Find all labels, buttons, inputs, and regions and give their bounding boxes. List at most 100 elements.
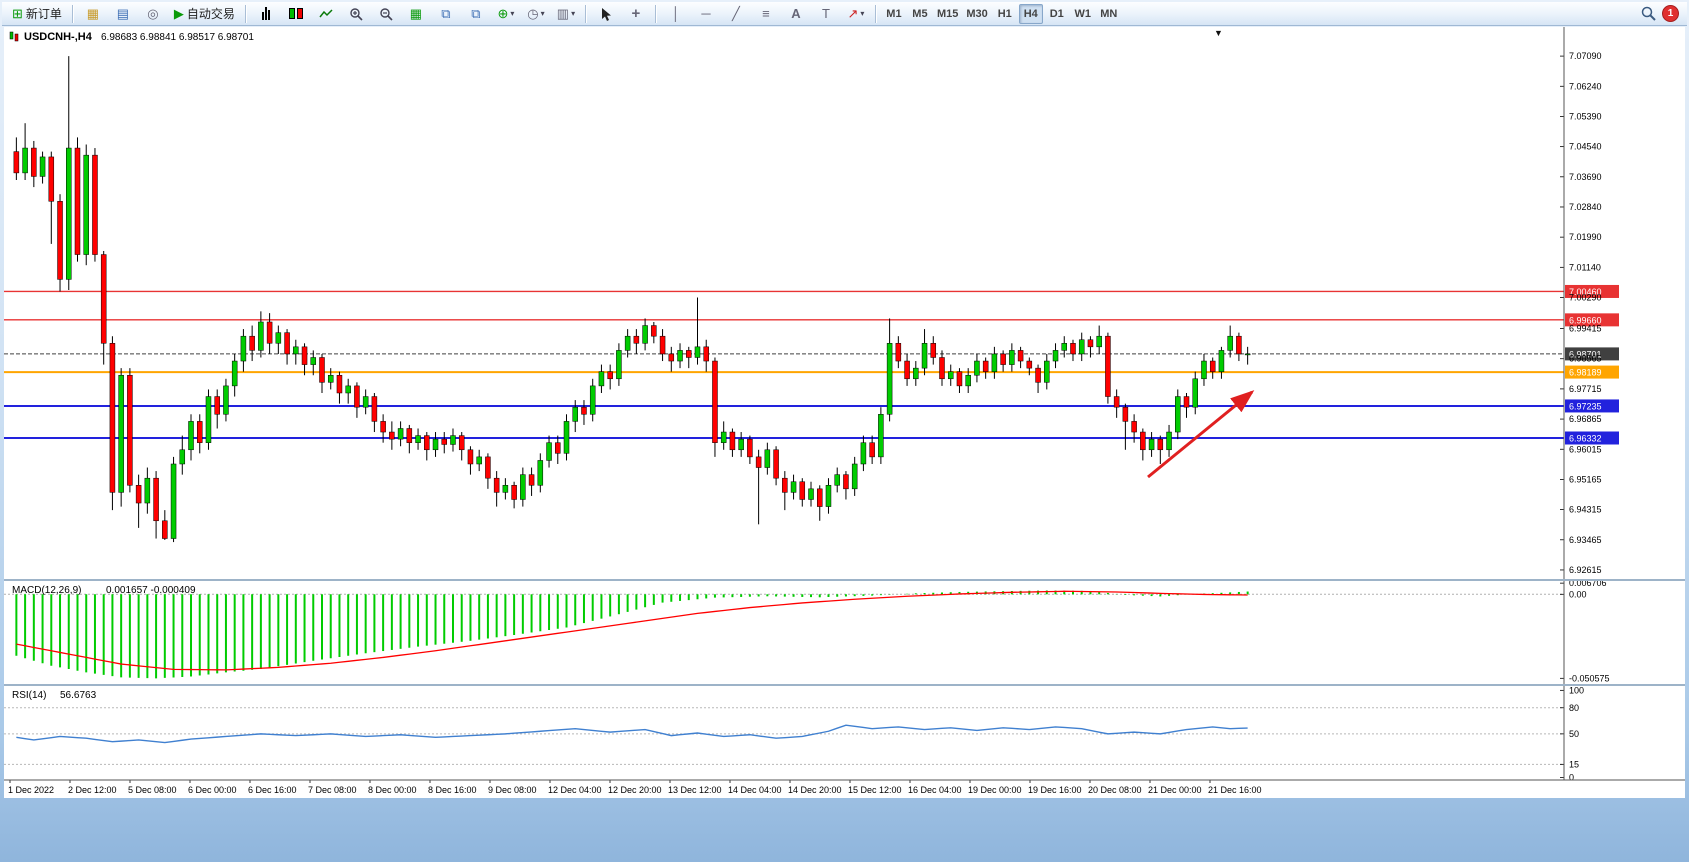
svg-text:16 Dec 04:00: 16 Dec 04:00 xyxy=(908,785,962,795)
svg-text:13 Dec 12:00: 13 Dec 12:00 xyxy=(668,785,722,795)
svg-text:21 Dec 16:00: 21 Dec 16:00 xyxy=(1208,785,1262,795)
svg-text:6.94315: 6.94315 xyxy=(1569,505,1602,515)
svg-text:7.04540: 7.04540 xyxy=(1569,142,1602,152)
tab-timeframe-m15[interactable]: M15 xyxy=(934,4,961,24)
svg-text:7.02840: 7.02840 xyxy=(1569,202,1602,212)
arrow-tool-icon: ↗ xyxy=(847,6,859,21)
templates-button[interactable]: ▥ ▾ xyxy=(552,3,580,25)
toolbar-right-group: 1 xyxy=(1641,5,1683,22)
chart-canvas[interactable]: 7.00460 6.99660 6.98701 6.98189 6.97235 6.963… xyxy=(4,27,1685,798)
svg-text:80: 80 xyxy=(1569,703,1579,713)
trendline-icon: ╱ xyxy=(732,6,740,21)
rsi-pane-resize-handle[interactable] xyxy=(4,684,1685,686)
candlestick-chart-button[interactable] xyxy=(282,3,310,25)
clock-icon: ◷ xyxy=(527,6,539,21)
label-tool-icon: T xyxy=(821,6,830,21)
horizontal-level-lines[interactable] xyxy=(4,290,1564,440)
tab-timeframe-m5[interactable]: M5 xyxy=(908,4,932,24)
tab-timeframe-h4[interactable]: H4 xyxy=(1018,3,1043,24)
svg-text:21 Dec 00:00: 21 Dec 00:00 xyxy=(1148,785,1202,795)
svg-text:100: 100 xyxy=(1569,685,1584,695)
bar-chart-icon xyxy=(262,7,270,20)
tab-timeframe-mn[interactable]: MN xyxy=(1097,4,1121,24)
time-axis[interactable]: 1 Dec 2022 2 Dec 12:00 5 Dec 08:00 6 Dec 00… xyxy=(8,780,1262,795)
period-button[interactable]: ◷ ▾ xyxy=(522,3,550,25)
toolbar-separator xyxy=(874,4,877,23)
fibonacci-icon: ≡ xyxy=(762,6,770,21)
profiles-button[interactable]: ▦ xyxy=(79,3,107,25)
svg-text:7.01990: 7.01990 xyxy=(1569,232,1602,242)
chart-menu-arrow-icon[interactable]: ▼ xyxy=(1214,28,1223,38)
vertical-line-tool-button[interactable]: │ xyxy=(662,3,690,25)
cursor-button[interactable] xyxy=(592,3,620,25)
svg-text:50: 50 xyxy=(1569,729,1579,739)
svg-text:0: 0 xyxy=(1569,772,1574,782)
autotrading-label: 自动交易 xyxy=(186,7,235,21)
new-order-button[interactable]: ⊞ 新订单 xyxy=(7,3,67,25)
svg-text:7.05390: 7.05390 xyxy=(1569,111,1602,121)
svg-text:6.93465: 6.93465 xyxy=(1569,535,1602,545)
window-icon: ⧉ xyxy=(471,6,481,21)
zoom-out-icon xyxy=(380,7,393,21)
svg-text:6.98701: 6.98701 xyxy=(1569,349,1602,359)
annotation-arrow[interactable] xyxy=(1147,390,1255,479)
crosshair-icon: + xyxy=(631,5,641,22)
macd-pane-resize-handle[interactable] xyxy=(4,579,1685,581)
zoom-in-button[interactable] xyxy=(342,3,370,25)
crosshair-button[interactable]: + xyxy=(622,3,650,25)
profiles-icon: ▦ xyxy=(86,6,100,21)
svg-text:9 Dec 08:00: 9 Dec 08:00 xyxy=(488,785,537,795)
notification-badge[interactable]: 1 xyxy=(1662,5,1679,22)
horizontal-line-tool-button[interactable]: ─ xyxy=(692,3,720,25)
tab-timeframe-d1[interactable]: D1 xyxy=(1045,4,1069,24)
text-tool-button[interactable]: A xyxy=(782,3,810,25)
text-tool-icon: A xyxy=(791,6,801,21)
bar-chart-button[interactable] xyxy=(252,3,280,25)
new-chart-button[interactable]: ⊕ ▾ xyxy=(492,3,520,25)
tile-windows-button[interactable]: ▦ xyxy=(402,3,430,25)
svg-text:19 Dec 16:00: 19 Dec 16:00 xyxy=(1028,785,1082,795)
svg-text:1 Dec 2022: 1 Dec 2022 xyxy=(8,785,54,795)
svg-text:7 Dec 08:00: 7 Dec 08:00 xyxy=(308,785,357,795)
svg-text:19 Dec 00:00: 19 Dec 00:00 xyxy=(968,785,1022,795)
svg-text:8 Dec 16:00: 8 Dec 16:00 xyxy=(428,785,477,795)
svg-text:6.96865: 6.96865 xyxy=(1569,414,1602,424)
search-icon[interactable] xyxy=(1641,6,1656,21)
tab-timeframe-h1[interactable]: H1 xyxy=(993,4,1017,24)
data-window-button[interactable]: ▤ xyxy=(109,3,137,25)
svg-text:6 Dec 00:00: 6 Dec 00:00 xyxy=(188,785,237,795)
pane-borders xyxy=(4,27,1685,781)
price-axis[interactable]: 7.00460 6.99660 6.98701 6.98189 6.97235 6.963… xyxy=(1560,51,1619,782)
svg-text:7.07090: 7.07090 xyxy=(1569,51,1602,61)
svg-text:6.97715: 6.97715 xyxy=(1569,384,1602,394)
toolbar-separator xyxy=(584,4,587,23)
svg-text:6.99660: 6.99660 xyxy=(1569,315,1602,325)
arrows-tool-button[interactable]: ↗ ▾ xyxy=(842,3,870,25)
arrange-windows-button[interactable]: ⧉ xyxy=(432,3,460,25)
autotrading-button[interactable]: ▶ 自动交易 xyxy=(169,3,240,25)
cursor-icon xyxy=(602,7,612,21)
cascade-windows-button[interactable]: ⧉ xyxy=(462,3,490,25)
svg-text:7.00290: 7.00290 xyxy=(1569,292,1602,302)
toolbar-separator xyxy=(244,4,247,23)
chart-window: 7.00460 6.99660 6.98701 6.98189 6.97235 6.963… xyxy=(4,27,1685,798)
svg-text:2 Dec 12:00: 2 Dec 12:00 xyxy=(68,785,117,795)
rsi-title: RSI(14) xyxy=(12,690,46,701)
line-chart-icon xyxy=(319,8,333,17)
navigator-button[interactable]: ◎ xyxy=(139,3,167,25)
fibonacci-tool-button[interactable]: ≡ xyxy=(752,3,780,25)
trendline-tool-button[interactable]: ╱ xyxy=(722,3,750,25)
main-toolbar: ⊞ 新订单 ▦ ▤ ◎ ▶ 自动交易 ▦ ⧉ ⧉ ⊕ ▾ ◷ ▾ ▥ ▾ + │ xyxy=(2,2,1687,26)
tab-timeframe-m1[interactable]: M1 xyxy=(882,4,906,24)
tab-timeframe-m30[interactable]: M30 xyxy=(963,4,990,24)
label-tool-button[interactable]: T xyxy=(812,3,840,25)
svg-text:14 Dec 04:00: 14 Dec 04:00 xyxy=(728,785,782,795)
zoom-out-button[interactable] xyxy=(372,3,400,25)
chevron-down-icon: ▾ xyxy=(540,9,545,18)
line-chart-button[interactable] xyxy=(312,3,340,25)
svg-text:7.03690: 7.03690 xyxy=(1569,172,1602,182)
svg-text:6.98565: 6.98565 xyxy=(1569,354,1602,364)
rsi-indicator xyxy=(4,707,1564,765)
chevron-down-icon: ▾ xyxy=(510,9,515,18)
tab-timeframe-w1[interactable]: W1 xyxy=(1071,4,1095,24)
